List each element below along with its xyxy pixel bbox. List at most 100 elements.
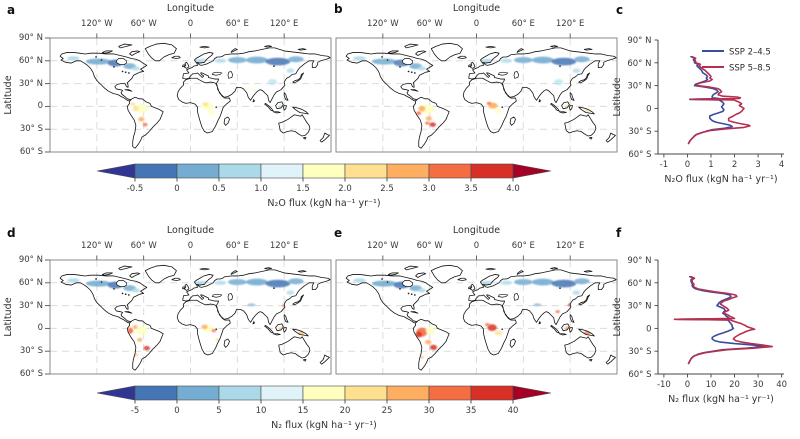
map-panel-a: Longitude 120° W 60° W 0 60° E 120° E bbox=[50, 0, 331, 160]
svg-text:0: 0 bbox=[685, 160, 690, 170]
latitude-tick-label: 30° N bbox=[18, 78, 43, 89]
world-map-b bbox=[336, 38, 617, 152]
svg-text:90° N: 90° N bbox=[627, 256, 651, 266]
coastlines bbox=[346, 265, 616, 370]
svg-text:5: 5 bbox=[216, 406, 221, 416]
panel-label-d: d bbox=[7, 226, 16, 240]
colorbar-title: -5 0 5 10 15 20 25 30 35 40 N₂ flux (kgN ha⁻¹ yr⁻¹… bbox=[96, 385, 552, 431]
svg-text:2.5: 2.5 bbox=[380, 184, 394, 194]
longitude-tick-label: 60° E bbox=[511, 19, 535, 29]
svg-text:10: 10 bbox=[256, 406, 267, 416]
svg-text:60° S: 60° S bbox=[628, 370, 651, 380]
series-line-ssp585 bbox=[673, 275, 773, 365]
svg-text:0: 0 bbox=[646, 104, 651, 114]
svg-text:20: 20 bbox=[729, 380, 740, 390]
latitude-tick-label: 60° S bbox=[19, 369, 43, 379]
svg-text:0: 0 bbox=[174, 184, 179, 194]
map-gridlines bbox=[50, 38, 331, 152]
series-line-ssp585 bbox=[687, 55, 751, 145]
svg-text:-10: -10 bbox=[657, 380, 671, 390]
axis-tick-marks bbox=[383, 255, 570, 260]
svg-text:-0.5: -0.5 bbox=[127, 184, 144, 194]
map-d-longitude-ticks: 120° W 60° W 0 60° E 120° E bbox=[50, 241, 331, 254]
svg-text:N₂ flux (kgN ha⁻¹ yr⁻¹): N₂ flux (kgN ha⁻¹ yr⁻¹) bbox=[668, 394, 774, 405]
longitude-tick-label: 0 bbox=[473, 241, 480, 251]
longitude-tick-label: 0 bbox=[187, 19, 194, 29]
svg-text:1: 1 bbox=[708, 160, 713, 170]
svg-text:N₂O flux (kgN ha⁻¹ yr⁻¹): N₂O flux (kgN ha⁻¹ yr⁻¹) bbox=[664, 174, 777, 185]
map-gridlines bbox=[50, 260, 331, 374]
map-d-latitude-axis: 90° N 60° N 30° N 0 30° S 60° S bbox=[0, 255, 50, 379]
svg-text:1.0: 1.0 bbox=[254, 184, 268, 194]
map-a-longitude-title: Longitude bbox=[166, 3, 215, 14]
svg-text:30° S: 30° S bbox=[628, 127, 651, 137]
map-d-longitude-title: Longitude bbox=[166, 225, 215, 236]
latitude-tick-label: 30° N bbox=[18, 300, 43, 311]
longitude-tick-label: 120° E bbox=[555, 241, 585, 251]
svg-text:30° S: 30° S bbox=[628, 347, 651, 357]
longitude-tick-label: 120° W bbox=[81, 19, 113, 29]
world-map-d bbox=[50, 260, 331, 374]
svg-text:35: 35 bbox=[466, 406, 477, 416]
map-panel-b: Longitude 120° W 60° W 0 60° E 120° E bbox=[336, 0, 617, 160]
coastlines bbox=[346, 43, 616, 148]
map-gridlines bbox=[336, 38, 617, 152]
longitude-tick-label: 120° W bbox=[367, 241, 399, 251]
svg-text:40: 40 bbox=[508, 406, 519, 416]
flux-overlay bbox=[353, 278, 591, 359]
svg-text:90° N: 90° N bbox=[627, 36, 651, 46]
map-b-longitude-ticks: 120° W 60° W 0 60° E 120° E bbox=[336, 19, 617, 32]
svg-text:2.0: 2.0 bbox=[338, 184, 352, 194]
map-b-longitude-title: Longitude bbox=[452, 3, 501, 14]
axis-tick-marks bbox=[383, 33, 570, 38]
panel-label-f: f bbox=[616, 226, 622, 240]
svg-text:-1: -1 bbox=[660, 160, 668, 170]
map-a-longitude-ticks: 120° W 60° W 0 60° E 120° E bbox=[50, 19, 331, 32]
flux-overlay bbox=[67, 56, 304, 127]
svg-text:4.0: 4.0 bbox=[506, 184, 520, 194]
svg-text:3.0: 3.0 bbox=[422, 184, 436, 194]
svg-text:SSP 2–4.5: SSP 2–4.5 bbox=[729, 48, 771, 58]
svg-text:0: 0 bbox=[174, 406, 179, 416]
svg-text:-5: -5 bbox=[131, 406, 139, 416]
axis-tick-marks bbox=[45, 33, 284, 152]
longitude-tick-label: 0 bbox=[473, 19, 480, 29]
svg-text:0: 0 bbox=[685, 380, 690, 390]
map-e-longitude-title: Longitude bbox=[452, 225, 501, 236]
svg-text:10: 10 bbox=[706, 380, 717, 390]
coastlines bbox=[60, 265, 330, 370]
panel-label-c: c bbox=[616, 3, 624, 17]
svg-text:4: 4 bbox=[779, 160, 784, 170]
panel-label-b: b bbox=[334, 2, 343, 16]
svg-text:15: 15 bbox=[298, 406, 309, 416]
colorbar-title: -0.5 0 0.5 1.0 1.5 2.0 2.5 3.0 3.5 4.0 N₂O flux (k… bbox=[96, 163, 552, 209]
svg-text:0: 0 bbox=[646, 324, 651, 334]
svg-text:0.5: 0.5 bbox=[212, 184, 226, 194]
longitude-tick-label: 120° E bbox=[555, 19, 585, 29]
panel-label-a: a bbox=[7, 3, 16, 17]
latitude-tick-label: 30° S bbox=[19, 124, 43, 135]
svg-text:60° S: 60° S bbox=[628, 150, 651, 160]
panel-label-e: e bbox=[334, 226, 343, 240]
svg-text:3: 3 bbox=[755, 160, 760, 170]
world-map-a bbox=[50, 38, 331, 152]
longitude-tick-label: 120° E bbox=[269, 241, 299, 251]
latitude-tick-label: 60° N bbox=[18, 277, 43, 288]
svg-text:2: 2 bbox=[732, 160, 737, 170]
world-map-e bbox=[336, 260, 617, 374]
latitude-tick-label: 30° S bbox=[19, 346, 43, 357]
svg-text:30° N: 30° N bbox=[627, 302, 651, 312]
svg-text:30° N: 30° N bbox=[627, 82, 651, 92]
svg-text:20: 20 bbox=[340, 406, 351, 416]
svg-text:30: 30 bbox=[424, 406, 435, 416]
longitude-tick-label: 60° E bbox=[225, 241, 249, 251]
svg-text:3.5: 3.5 bbox=[464, 184, 478, 194]
coastlines bbox=[60, 43, 330, 148]
svg-text:30: 30 bbox=[753, 380, 764, 390]
svg-text:25: 25 bbox=[382, 406, 393, 416]
map-panel-d: Longitude 120° W 60° W 0 60° E 120° E bbox=[50, 222, 331, 382]
longitude-tick-label: 120° W bbox=[367, 19, 399, 29]
longitude-tick-label: 60° E bbox=[225, 19, 249, 29]
longitude-tick-label: 60° W bbox=[130, 241, 157, 251]
